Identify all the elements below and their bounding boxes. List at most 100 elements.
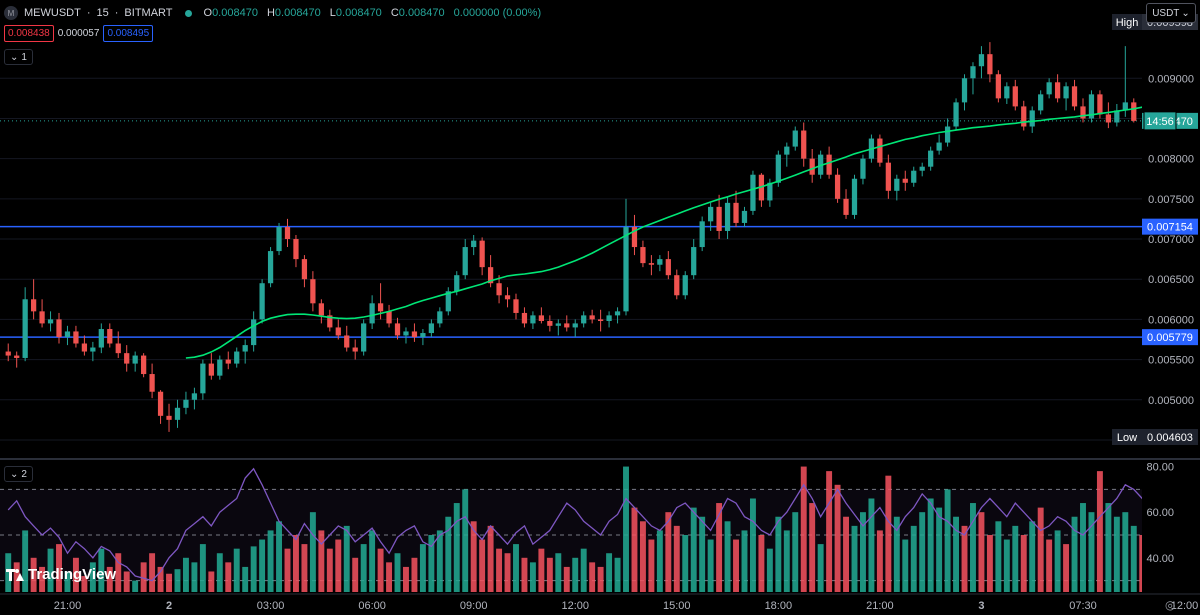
rsi-volume-bar — [953, 516, 960, 592]
rsi-volume-bar — [47, 548, 54, 592]
candle-body — [81, 343, 88, 352]
rsi-volume-bar — [513, 544, 519, 592]
candle-body — [995, 74, 1001, 99]
candle-body — [597, 319, 604, 321]
time-tick-label: 12:00 — [561, 600, 589, 612]
rsi-volume-bar — [834, 484, 841, 592]
candle-body — [293, 239, 299, 260]
time-axis[interactable]: 21:00 2 03:00 06:00 09:00 12:00 15:00 18:00 21:0… — [0, 593, 1200, 615]
rsi-volume-bar — [893, 516, 900, 592]
candle-body — [885, 162, 891, 191]
rsi-volume-bar — [826, 471, 833, 592]
interval[interactable]: 15 — [96, 7, 109, 19]
candle-body — [767, 182, 773, 201]
candle-body — [834, 174, 841, 199]
rsi-volume-bar — [876, 530, 883, 592]
candle-body — [538, 315, 545, 321]
rsi-volume-bar — [885, 475, 892, 592]
spread-value: 0.000057 — [57, 28, 100, 39]
candle-body — [1131, 102, 1137, 121]
rsi-volume-bar — [386, 562, 393, 592]
rsi-volume-bar — [766, 548, 773, 592]
rsi-volume-bar — [631, 507, 638, 592]
candle-body — [301, 259, 308, 280]
rsi-volume-bar — [496, 548, 503, 592]
currency-label: USDT — [1152, 7, 1180, 19]
rsi-volume-bar — [242, 566, 249, 592]
rsi-volume-bar — [648, 539, 655, 592]
candle-body — [1114, 110, 1120, 123]
candle-body — [1046, 82, 1052, 95]
rsi-volume-bar — [56, 544, 62, 592]
tradingview-logo[interactable]: TradingView — [6, 566, 116, 583]
rsi-volume-bar — [403, 566, 409, 592]
rsi-volume-bar — [479, 539, 486, 592]
time-tick-label: 21:00 — [54, 600, 82, 612]
candle-body — [242, 345, 248, 352]
candle-body — [640, 247, 646, 264]
rsi-volume-bar — [910, 525, 917, 592]
rsi-volume-bar — [606, 553, 613, 592]
candle-body — [724, 202, 731, 231]
candle-body — [208, 363, 214, 376]
symbol-logo-icon[interactable]: M — [4, 6, 18, 20]
rsi-volume-bar — [555, 553, 562, 592]
rsi-volume-bar — [682, 534, 689, 592]
candle-body — [276, 226, 282, 252]
candle-body — [674, 275, 680, 296]
rsi-volume-bar — [902, 539, 909, 592]
candle-body — [970, 66, 976, 79]
candle-body — [1088, 94, 1095, 119]
rsi-volume-bar — [673, 525, 680, 592]
rsi-volume-bar — [1130, 525, 1137, 592]
rsi-volume-bar — [462, 489, 469, 592]
rsi-volume-bar — [1122, 512, 1129, 592]
rsi-volume-bar — [419, 544, 426, 592]
rsi-volume-bar — [978, 512, 985, 592]
price-tick-label: 0.006500 — [1148, 274, 1194, 286]
low-marker-badge — [1112, 429, 1142, 445]
candle-body — [394, 323, 401, 336]
candle-body — [174, 407, 181, 420]
main-pane-toggle-button[interactable]: ⌄ 1 — [4, 49, 33, 65]
rsi-volume-bar — [123, 571, 130, 592]
rsi-volume-bar — [343, 525, 350, 592]
settings-icon[interactable]: ◎ — [1165, 598, 1176, 612]
rsi-volume-bar — [293, 534, 299, 592]
rsi-volume-bar — [707, 539, 714, 592]
time-axis-background — [0, 594, 1200, 615]
candle-body — [902, 178, 908, 183]
candle-body — [411, 331, 418, 338]
candle-body — [961, 78, 968, 103]
buy-price-button[interactable]: 0.008495 — [103, 25, 154, 42]
rsi-volume-bar — [394, 553, 401, 592]
rsi-volume-bar — [1020, 534, 1027, 592]
rsi-volume-bar — [944, 489, 951, 592]
rsi-volume-bar — [276, 521, 282, 592]
rsi-volume-bar — [225, 562, 232, 592]
rsi-volume-bar — [868, 498, 875, 592]
symbol-name[interactable]: MEWUSDT — [24, 7, 81, 19]
candle-body — [327, 315, 333, 328]
rsi-volume-bar — [39, 566, 46, 592]
candle-body — [30, 299, 37, 312]
low-marker-label: Low — [1117, 432, 1137, 444]
low-price-label: 0.004603 — [1147, 432, 1193, 444]
candle-body — [284, 226, 291, 240]
rsi-volume-bar — [1037, 507, 1044, 592]
rsi-volume-bar — [360, 544, 367, 592]
rsi-pane-toggle-button[interactable]: ⌄ 2 — [4, 466, 33, 482]
candle-body — [894, 178, 900, 191]
sell-price-button[interactable]: 0.008438 — [4, 25, 54, 42]
currency-selector[interactable]: USDT ⌄ — [1146, 3, 1196, 23]
price-tick-label: 0.007000 — [1148, 234, 1194, 246]
candle-body — [521, 312, 528, 324]
candle-body — [1021, 106, 1027, 127]
candle-body — [462, 247, 468, 276]
candle-body — [217, 359, 223, 376]
candle-body — [623, 226, 629, 312]
candle-body — [420, 333, 426, 338]
quote-row: 0.008438 0.000057 0.008495 — [4, 25, 154, 42]
